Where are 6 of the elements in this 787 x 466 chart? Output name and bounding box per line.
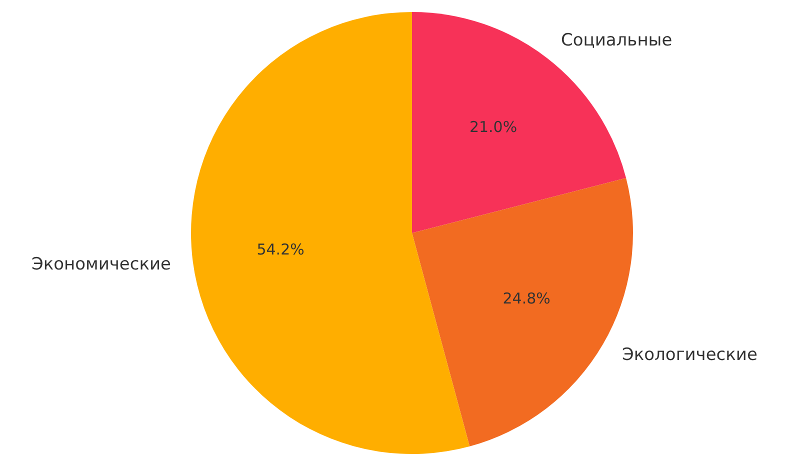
slice-label: Социальные: [561, 30, 672, 50]
slice-label: Экономические: [31, 254, 172, 274]
data-label: 24.8%: [502, 290, 550, 308]
data-label: 54.2%: [256, 240, 304, 258]
data-label: 21.0%: [469, 118, 518, 136]
slice-label: Экологические: [622, 344, 758, 365]
